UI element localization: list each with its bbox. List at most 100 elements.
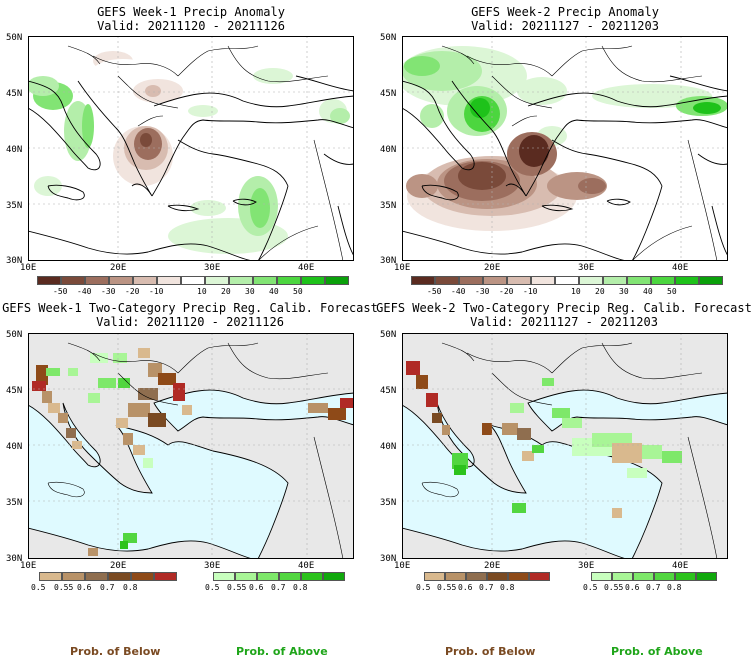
colorbar-label: -20 [499,287,514,296]
colorbar-label: 30 [619,287,629,296]
panel-title-w1-cat: GEFS Week-1 Two-Category Precip Reg. Cal… [0,301,380,329]
colorbar-segment [633,572,654,581]
colorbar-segment [205,276,229,285]
colorbar-segment [459,276,483,285]
lat-label: 35N [6,498,23,508]
colorbar-segment [85,276,109,285]
lat-label: 50N [6,330,23,340]
above-colorbar-w1: 0.5 0.55 0.6 0.7 0.8 [205,572,345,593]
lat-label: 30N [380,256,397,266]
borders [421,342,718,559]
colorbar-segment [555,276,579,285]
colorbar-label: 0.7 [100,583,115,592]
colorbar-segment [675,276,699,285]
borders [47,342,344,559]
sea-area [28,389,354,559]
colorbar-label: 0.6 [625,583,640,592]
lon-label: 20E [484,263,501,273]
colorbar-segment [487,572,508,581]
anomaly-fields [402,46,728,231]
colorbar-label: 0.8 [123,583,138,592]
colorbar-label: -10 [523,287,538,296]
valid-w2-anom: Valid: 20211127 - 20211203 [471,19,659,33]
colorbar-label: 0.7 [646,583,661,592]
colorbar-label: 0.7 [479,583,494,592]
colorbar-segment [483,276,507,285]
colorbar-segment [529,572,550,581]
lon-label: 10E [20,263,37,273]
prob-above-label-w2: Prob. of Above [611,645,703,658]
colorbar-label: 0.55 [54,583,74,592]
lat-lon-grid [402,333,728,559]
lon-label: 40E [298,561,315,571]
colorbar-label: -30 [101,287,116,296]
lon-label: 30E [578,561,595,571]
colorbar-segment [654,572,675,581]
colorbar-label: 20 [595,287,605,296]
colorbar-segment [229,276,253,285]
panel-title-w1-anom: GEFS Week-1 Precip Anomaly Valid: 202111… [28,5,354,33]
below-colorbar-w1: 0.5 0.55 0.6 0.7 0.8 [31,572,177,593]
lon-label: 30E [578,263,595,273]
lon-label: 40E [672,561,689,571]
colorbar-label: 10 [571,287,581,296]
lat-label: 35N [380,201,397,211]
colorbar-label: 0.5 [31,583,46,592]
colorbar-label: 0.5 [205,583,220,592]
colorbar-label: 0.6 [77,583,92,592]
coastlines [402,75,728,261]
colorbar-segment [154,572,177,581]
title-w1-anom: GEFS Week-1 Precip Anomaly [97,5,285,19]
lon-label: 30E [204,561,221,571]
lat-label: 45N [380,89,397,99]
colorbar-segment [37,276,61,285]
title-w2-cat: GEFS Week-2 Two-Category Precip Reg. Cal… [376,301,752,315]
colorbar-label: 30 [245,287,255,296]
lat-label: 30N [6,554,23,564]
colorbar-segment [323,572,345,581]
colorbar-segment [109,276,133,285]
colorbar-label: -40 [77,287,92,296]
colorbar-segment [466,572,487,581]
lon-label: 10E [20,561,37,571]
colorbar-segment [213,572,235,581]
colorbar-label: 0.7 [271,583,286,592]
colorbar-segment [531,276,555,285]
lon-label: 40E [672,263,689,273]
lon-label: 10E [394,561,411,571]
colorbar-segment [675,572,696,581]
colorbar-label: 50 [293,287,303,296]
colorbar-label: 40 [643,287,653,296]
colorbar-segment [235,572,257,581]
prob-below-label-w2: Prob. of Below [445,645,536,658]
colorbar-label: -50 [53,287,68,296]
lat-label: 30N [380,554,397,564]
colorbar-label: 0.5 [583,583,598,592]
colorbar-segment [85,572,108,581]
title-w1-cat: GEFS Week-1 Two-Category Precip Reg. Cal… [2,301,378,315]
anomaly-fields [28,51,350,254]
colorbar-segment [131,572,154,581]
lat-label: 35N [6,201,23,211]
lat-label: 40N [380,145,397,155]
colorbar-segment [445,572,466,581]
colorbar-label: 0.55 [437,583,457,592]
colorbar-label: 50 [667,287,677,296]
colorbar-segment [325,276,349,285]
colorbar-segment [508,572,529,581]
colorbar-segment [507,276,531,285]
lon-label: 20E [110,263,127,273]
colorbar-segment [133,276,157,285]
colorbar-segment [627,276,651,285]
colorbar-label: 20 [221,287,231,296]
title-w2-anom: GEFS Week-2 Precip Anomaly [471,5,659,19]
lat-lon-grid [28,36,354,261]
colorbar-label: -40 [451,287,466,296]
lat-label: 40N [6,442,23,452]
colorbar-label: 10 [197,287,207,296]
colorbar-segment [411,276,435,285]
colorbar-label: 0.6 [458,583,473,592]
colorbar-label: -10 [149,287,164,296]
colorbar-segment [279,572,301,581]
colorbar-segment [277,276,301,285]
